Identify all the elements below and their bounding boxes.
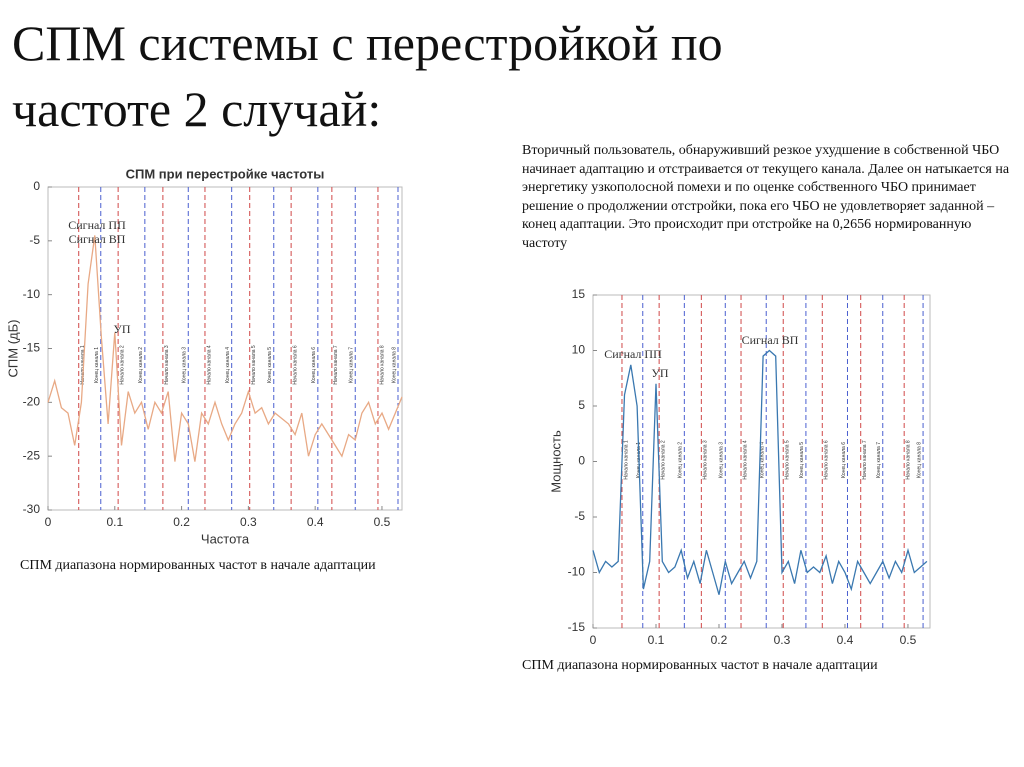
channel-marker-label: Начало канала 1 xyxy=(623,440,629,480)
channel-marker-label: Конец канала 8 xyxy=(391,347,397,383)
channel-marker-label: Конец канала 3 xyxy=(182,347,188,383)
x-tick-label: 0.1 xyxy=(648,633,665,647)
channel-marker-label: Начало канала 7 xyxy=(333,345,339,385)
x-tick-label: 0.4 xyxy=(307,515,324,529)
x-tick-label: 0.1 xyxy=(106,515,123,529)
chart-title: СПМ при перестройке частоты xyxy=(126,166,325,181)
y-tick-label: -25 xyxy=(23,448,41,462)
channel-marker-label: Начало канала 5 xyxy=(785,440,791,480)
channel-marker-label: Конец канала 2 xyxy=(678,442,684,478)
x-tick-label: 0.2 xyxy=(711,633,728,647)
y-tick-label: 10 xyxy=(572,343,586,357)
channel-marker-label: Начало канала 5 xyxy=(251,345,257,385)
channel-marker-label: Конец канала 4 xyxy=(225,347,231,383)
x-tick-label: 0.2 xyxy=(173,515,190,529)
x-tick-label: 0.3 xyxy=(240,515,257,529)
annotation: УП xyxy=(651,366,668,380)
x-tick-label: 0 xyxy=(590,633,597,647)
channel-marker-label: Конец канала 6 xyxy=(311,347,317,383)
y-tick-label: 0 xyxy=(578,454,585,468)
y-axis-label: СПМ (дБ) xyxy=(5,320,20,378)
y-tick-label: -5 xyxy=(29,233,40,247)
channel-marker-label: Конец канала 5 xyxy=(267,347,273,383)
y-tick-label: -5 xyxy=(574,509,585,523)
x-axis-label: Частота xyxy=(201,531,250,546)
channel-marker-label: Начало канала 2 xyxy=(660,440,666,480)
channel-marker-label: Начало канала 4 xyxy=(206,345,212,385)
x-tick-label: 0.5 xyxy=(374,515,391,529)
x-tick-label: 0.3 xyxy=(774,633,791,647)
annotation: Сигнал ВП xyxy=(69,232,126,246)
title-line: частоте 2 случай: xyxy=(12,81,382,137)
x-tick-label: 0.5 xyxy=(900,633,917,647)
channel-marker-label: Начало канала 6 xyxy=(292,345,298,385)
channel-marker-label: Конец канала 3 xyxy=(719,442,725,478)
x-tick-label: 0 xyxy=(45,515,52,529)
annotation: Сигнал ПП xyxy=(604,347,662,361)
y-tick-label: -30 xyxy=(23,502,41,516)
channel-marker-label: Конец канала 7 xyxy=(349,347,355,383)
annotation: Сигнал ВП xyxy=(742,333,799,347)
channel-marker-label: Начало канала 7 xyxy=(862,440,868,480)
channel-marker-label: Конец канала 8 xyxy=(916,442,922,478)
y-axis-label: Мощность xyxy=(548,430,563,493)
y-tick-label: -15 xyxy=(568,620,586,634)
channel-marker-label: Начало канала 8 xyxy=(379,345,385,385)
annotation: Сигнал ПП xyxy=(68,218,126,232)
channel-marker-label: Конец канала 1 xyxy=(94,347,100,383)
annotation: УП xyxy=(113,322,130,336)
y-tick-label: -10 xyxy=(568,565,586,579)
channel-marker-label: Конец канала 4 xyxy=(760,442,766,478)
channel-marker-label: Начало канала 3 xyxy=(703,440,709,480)
title-line: СПМ системы с перестройкой по xyxy=(12,15,723,71)
y-tick-label: -20 xyxy=(23,395,41,409)
channel-marker-label: Конец канала 2 xyxy=(138,347,144,383)
y-tick-label: 5 xyxy=(578,398,585,412)
channel-marker-label: Конец канала 7 xyxy=(876,442,882,478)
caption: СПМ диапазона нормированных частот в нач… xyxy=(522,658,878,673)
channel-marker-label: Конец канала 5 xyxy=(799,442,805,478)
description: Вторичный пользователь, обнаруживший рез… xyxy=(522,143,1010,251)
channel-marker-label: Начало канала 4 xyxy=(742,440,748,480)
data-line xyxy=(47,235,403,462)
y-tick-label: 15 xyxy=(572,287,586,301)
slide-title: СПМ системы с перестройкой по частоте 2 … xyxy=(12,10,723,142)
y-tick-label: -15 xyxy=(23,341,41,355)
data-line xyxy=(592,349,928,595)
channel-marker-label: Начало канала 6 xyxy=(824,440,830,480)
x-tick-label: 0.4 xyxy=(837,633,854,647)
channel-marker-label: Конец канала 6 xyxy=(841,442,847,478)
channel-marker-label: Начало канала 2 xyxy=(119,345,125,385)
channel-marker-label: Начало канала 3 xyxy=(164,345,170,385)
y-tick-label: 0 xyxy=(33,179,40,193)
caption: СПМ диапазона нормированных частот в нач… xyxy=(20,558,376,573)
y-tick-label: -10 xyxy=(23,287,41,301)
channel-marker-label: Начало канала 8 xyxy=(906,440,912,480)
